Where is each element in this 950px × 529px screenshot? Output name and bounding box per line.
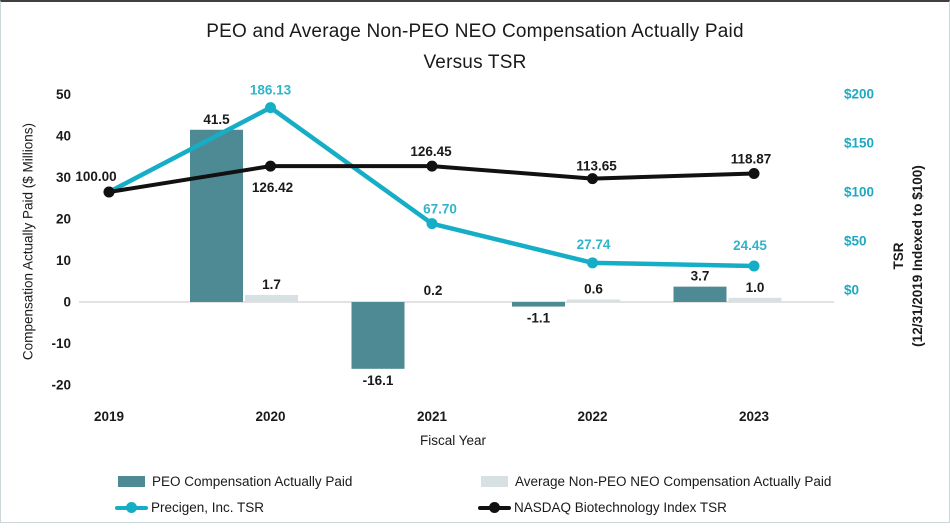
legend-label-nasdaq: NASDAQ Biotechnology Index TSR <box>514 500 727 515</box>
chart-canvas: 50 40 30 20 10 0 -10 -20 $200 $150 $100 $50 $0 2019 20… <box>51 83 874 424</box>
point-precigen-2021 <box>426 218 438 230</box>
left-axis-tick: -20 <box>51 378 71 393</box>
peo-bar-swatch-icon <box>118 476 145 487</box>
line-label-precigen-2022: 27.74 <box>577 237 611 252</box>
left-axis-tick: 40 <box>56 129 71 144</box>
bar-label-nonpeo-2020: 1.7 <box>262 277 281 292</box>
x-axis-title: Fiscal Year <box>419 433 487 448</box>
x-axis-year-label: 2021 <box>417 409 448 424</box>
chart-title-line2: Versus TSR <box>423 52 527 73</box>
bar-nonpeo-2021 <box>406 301 460 303</box>
bar-label-peo-2021: -16.1 <box>363 373 394 388</box>
nonpeo-bar-swatch-icon <box>481 476 508 487</box>
right-axis-tick: $0 <box>844 283 859 298</box>
line-label-nasdaq-2022: 113.65 <box>576 159 617 174</box>
line-label-precigen-2023: 24.45 <box>733 238 767 253</box>
legend-item-precigen-line: Precigen, Inc. TSR <box>115 500 264 515</box>
line-label-nasdaq-2019: 100.00 <box>75 169 116 184</box>
point-nasdaq-2023 <box>748 168 760 180</box>
legend-item-nonpeo-bar: Average Non-PEO NEO Compensation Actuall… <box>481 474 831 489</box>
bar-label-nonpeo-2023: 1.0 <box>746 280 765 295</box>
line-label-precigen-2020: 186.13 <box>250 83 292 98</box>
legend-item-nasdaq-line: NASDAQ Biotechnology Index TSR <box>478 500 727 515</box>
left-axis-tick: 30 <box>56 170 71 185</box>
chart-title: PEO and Average Non-PEO NEO Compensation… <box>1 16 949 78</box>
bar-peo-2020 <box>190 129 243 302</box>
left-axis-tick: 10 <box>56 253 71 268</box>
bar-nonpeo-2022 <box>567 299 620 302</box>
point-nasdaq-2020 <box>265 160 276 172</box>
chart-title-line1: PEO and Average Non-PEO NEO Compensation… <box>206 21 744 42</box>
x-axis-year-label: 2020 <box>255 409 285 424</box>
bar-peo-2022 <box>512 302 565 307</box>
bar-peo-2021 <box>351 302 405 369</box>
line-label-nasdaq-2020: 126.42 <box>252 180 293 195</box>
line-label-nasdaq-2023: 118.87 <box>731 152 772 167</box>
left-axis-tick: -10 <box>51 336 71 351</box>
legend-label-precigen: Precigen, Inc. TSR <box>151 500 265 515</box>
left-axis-tick: 20 <box>56 212 71 227</box>
right-axis-tick: $150 <box>844 136 874 151</box>
x-axis-year-label: 2023 <box>739 409 770 424</box>
bar-nonpeo-2023 <box>728 297 782 302</box>
bar-label-nonpeo-2022: 0.6 <box>584 282 603 297</box>
point-nasdaq-2021 <box>426 160 438 172</box>
point-precigen-2023 <box>748 260 760 272</box>
left-axis-tick: 50 <box>56 87 71 102</box>
precigen-line-swatch-icon <box>115 502 148 513</box>
bar-peo-2023 <box>673 286 727 302</box>
right-axis-tick: $200 <box>844 87 874 102</box>
right-axis-tick: $100 <box>844 185 874 200</box>
bar-label-nonpeo-2021: 0.2 <box>424 283 443 298</box>
point-nasdaq-2019 <box>103 186 115 198</box>
bar-nonpeo-2020 <box>245 294 298 302</box>
bar-label-peo-2020: 41.5 <box>203 112 230 127</box>
nasdaq-line-swatch-icon <box>478 502 511 513</box>
line-label-nasdaq-2021: 126.45 <box>410 144 452 159</box>
right-axis-tick: $50 <box>844 234 867 249</box>
legend-label-nonpeo-bar: Average Non-PEO NEO Compensation Actuall… <box>515 474 832 489</box>
left-axis-tick: 0 <box>63 295 71 310</box>
point-precigen-2022 <box>587 257 598 269</box>
bar-label-peo-2023: 3.7 <box>691 269 710 284</box>
point-precigen-2020 <box>265 102 276 114</box>
bar-label-peo-2022: -1.1 <box>527 311 551 326</box>
x-axis-year-label: 2022 <box>577 409 607 424</box>
legend-label-peo-bar: PEO Compensation Actually Paid <box>152 474 353 489</box>
point-nasdaq-2022 <box>587 173 598 185</box>
line-label-precigen-2021: 67.70 <box>423 202 457 217</box>
x-axis-year-label: 2019 <box>94 409 124 424</box>
legend-item-peo-bar: PEO Compensation Actually Paid <box>118 474 352 489</box>
